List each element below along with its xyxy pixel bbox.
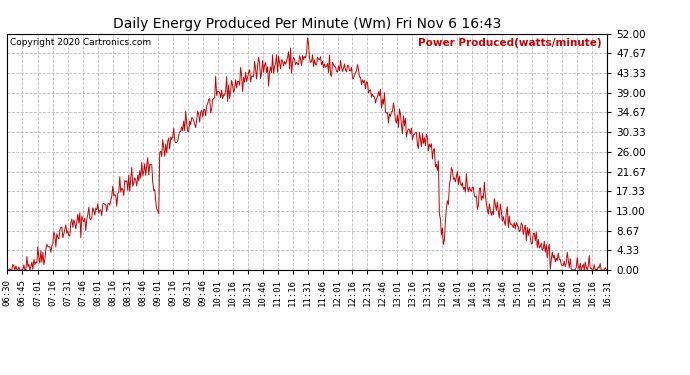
Text: Copyright 2020 Cartronics.com: Copyright 2020 Cartronics.com [10,39,151,48]
Title: Daily Energy Produced Per Minute (Wm) Fri Nov 6 16:43: Daily Energy Produced Per Minute (Wm) Fr… [113,17,501,31]
Text: Power Produced(watts/minute): Power Produced(watts/minute) [417,39,601,48]
